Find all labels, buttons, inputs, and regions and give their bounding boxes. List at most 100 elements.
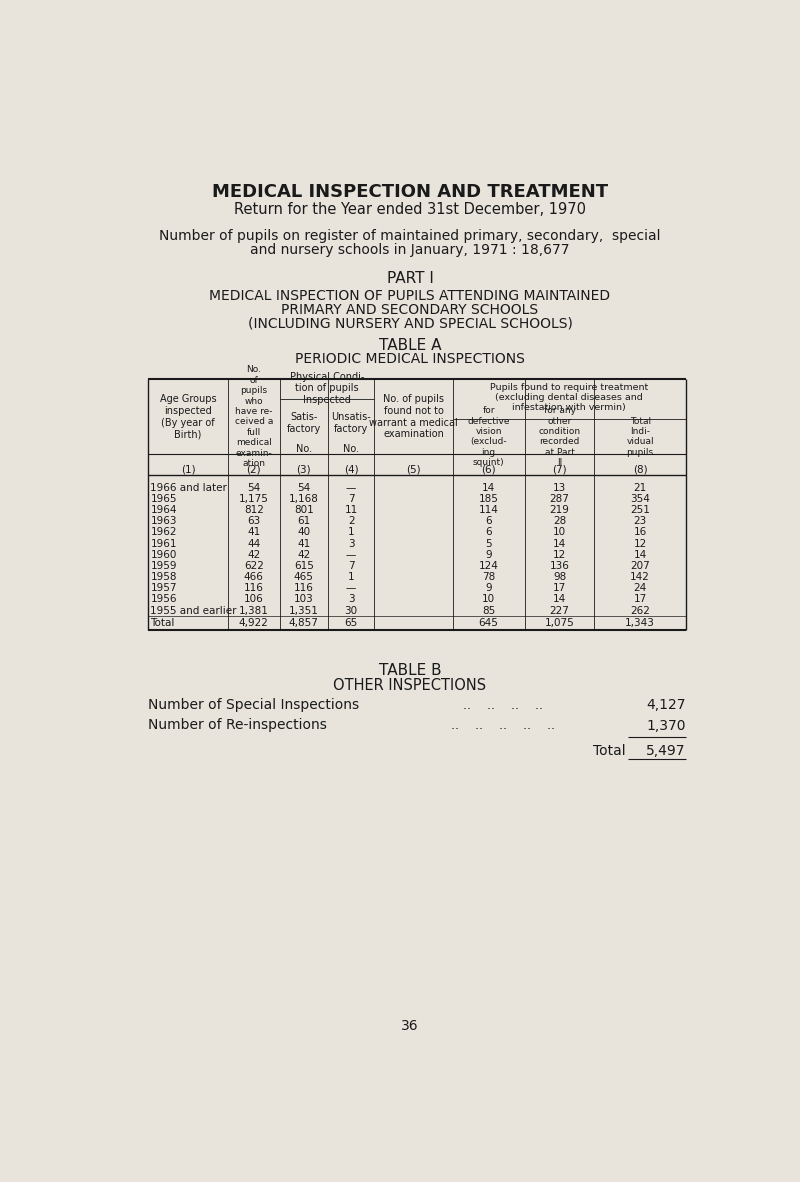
Text: 98: 98 bbox=[553, 572, 566, 582]
Text: 4,127: 4,127 bbox=[646, 699, 686, 713]
Text: 1,343: 1,343 bbox=[626, 618, 655, 628]
Text: 12: 12 bbox=[553, 550, 566, 560]
Text: 54: 54 bbox=[298, 482, 310, 493]
Text: 17: 17 bbox=[634, 595, 647, 604]
Text: 1955 and earlier: 1955 and earlier bbox=[150, 605, 237, 616]
Text: PART I: PART I bbox=[386, 272, 434, 286]
Text: MEDICAL INSPECTION OF PUPILS ATTENDING MAINTAINED: MEDICAL INSPECTION OF PUPILS ATTENDING M… bbox=[210, 288, 610, 303]
Text: 7: 7 bbox=[348, 494, 354, 504]
Text: 227: 227 bbox=[550, 605, 570, 616]
Text: 2: 2 bbox=[348, 517, 354, 526]
Text: 622: 622 bbox=[244, 561, 264, 571]
Text: 3: 3 bbox=[348, 539, 354, 548]
Text: No.: No. bbox=[343, 444, 359, 454]
Text: MEDICAL INSPECTION AND TREATMENT: MEDICAL INSPECTION AND TREATMENT bbox=[212, 183, 608, 201]
Text: 615: 615 bbox=[294, 561, 314, 571]
Text: 645: 645 bbox=[478, 618, 498, 628]
Text: 14: 14 bbox=[553, 539, 566, 548]
Text: Number of Special Inspections: Number of Special Inspections bbox=[148, 699, 359, 713]
Text: 1,370: 1,370 bbox=[646, 719, 686, 733]
Text: 1,381: 1,381 bbox=[239, 605, 269, 616]
Text: 36: 36 bbox=[401, 1019, 419, 1033]
Text: 61: 61 bbox=[298, 517, 310, 526]
Text: 4,922: 4,922 bbox=[239, 618, 269, 628]
Text: 466: 466 bbox=[244, 572, 264, 582]
Text: 1956: 1956 bbox=[150, 595, 177, 604]
Text: 21: 21 bbox=[634, 482, 647, 493]
Text: 185: 185 bbox=[478, 494, 498, 504]
Text: 116: 116 bbox=[294, 583, 314, 593]
Text: 6: 6 bbox=[486, 517, 492, 526]
Text: 136: 136 bbox=[550, 561, 570, 571]
Text: 16: 16 bbox=[634, 527, 647, 538]
Text: 287: 287 bbox=[550, 494, 570, 504]
Text: Return for the Year ended 31st December, 1970: Return for the Year ended 31st December,… bbox=[234, 202, 586, 217]
Text: 41: 41 bbox=[247, 527, 261, 538]
Text: 44: 44 bbox=[247, 539, 261, 548]
Text: (3): (3) bbox=[297, 465, 311, 474]
Text: 14: 14 bbox=[634, 550, 647, 560]
Text: (8): (8) bbox=[633, 465, 647, 474]
Text: 812: 812 bbox=[244, 505, 264, 515]
Text: (4): (4) bbox=[344, 465, 358, 474]
Text: (INCLUDING NURSERY AND SPECIAL SCHOOLS): (INCLUDING NURSERY AND SPECIAL SCHOOLS) bbox=[247, 317, 573, 331]
Text: 142: 142 bbox=[630, 572, 650, 582]
Text: 28: 28 bbox=[553, 517, 566, 526]
Text: 1958: 1958 bbox=[150, 572, 177, 582]
Text: 54: 54 bbox=[247, 482, 261, 493]
Text: 354: 354 bbox=[630, 494, 650, 504]
Text: 65: 65 bbox=[345, 618, 358, 628]
Text: 124: 124 bbox=[478, 561, 498, 571]
Text: 3: 3 bbox=[348, 595, 354, 604]
Text: TABLE B: TABLE B bbox=[378, 663, 442, 677]
Text: 9: 9 bbox=[486, 550, 492, 560]
Text: 30: 30 bbox=[345, 605, 358, 616]
Text: Physical Condi-
tion of pupils
Inspected: Physical Condi- tion of pupils Inspected bbox=[290, 371, 364, 405]
Text: No. of pupils
found not to
warrant a medical
examination: No. of pupils found not to warrant a med… bbox=[369, 395, 458, 440]
Text: 9: 9 bbox=[486, 583, 492, 593]
Text: 1962: 1962 bbox=[150, 527, 177, 538]
Text: 116: 116 bbox=[244, 583, 264, 593]
Text: 1960: 1960 bbox=[150, 550, 177, 560]
Text: Number of Re-inspections: Number of Re-inspections bbox=[148, 719, 327, 733]
Text: ..    ..    ..    ..: .. .. .. .. bbox=[463, 699, 543, 712]
Text: 4,857: 4,857 bbox=[289, 618, 318, 628]
Text: 251: 251 bbox=[630, 505, 650, 515]
Text: 801: 801 bbox=[294, 505, 314, 515]
Text: 106: 106 bbox=[244, 595, 264, 604]
Text: (2): (2) bbox=[246, 465, 261, 474]
Text: 63: 63 bbox=[247, 517, 261, 526]
Text: Number of pupils on register of maintained primary, secondary,  special: Number of pupils on register of maintain… bbox=[159, 229, 661, 242]
Text: 13: 13 bbox=[553, 482, 566, 493]
Text: 42: 42 bbox=[298, 550, 310, 560]
Text: —: — bbox=[346, 550, 356, 560]
Text: 5,497: 5,497 bbox=[646, 743, 686, 758]
Text: OTHER INSPECTIONS: OTHER INSPECTIONS bbox=[334, 678, 486, 693]
Text: for any
other
condition
recorded
at Part
II: for any other condition recorded at Part… bbox=[538, 407, 581, 467]
Text: 24: 24 bbox=[634, 583, 647, 593]
Text: —: — bbox=[346, 583, 356, 593]
Text: —: — bbox=[346, 482, 356, 493]
Text: 6: 6 bbox=[486, 527, 492, 538]
Text: 12: 12 bbox=[634, 539, 647, 548]
Text: 103: 103 bbox=[294, 595, 314, 604]
Text: (1): (1) bbox=[181, 465, 195, 474]
Text: (5): (5) bbox=[406, 465, 421, 474]
Text: 262: 262 bbox=[630, 605, 650, 616]
Text: 42: 42 bbox=[247, 550, 261, 560]
Text: (7): (7) bbox=[552, 465, 567, 474]
Text: 114: 114 bbox=[478, 505, 498, 515]
Text: PERIODIC MEDICAL INSPECTIONS: PERIODIC MEDICAL INSPECTIONS bbox=[295, 352, 525, 366]
Text: 1,075: 1,075 bbox=[545, 618, 574, 628]
Text: Total
Indi-
vidual
pupils: Total Indi- vidual pupils bbox=[626, 416, 654, 457]
Text: 1966 and later: 1966 and later bbox=[150, 482, 227, 493]
Text: 85: 85 bbox=[482, 605, 495, 616]
Text: 17: 17 bbox=[553, 583, 566, 593]
Text: and nursery schools in January, 1971 : 18,677: and nursery schools in January, 1971 : 1… bbox=[250, 242, 570, 256]
Text: 10: 10 bbox=[482, 595, 495, 604]
Text: 40: 40 bbox=[298, 527, 310, 538]
Text: 1: 1 bbox=[348, 572, 354, 582]
Text: 7: 7 bbox=[348, 561, 354, 571]
Text: 11: 11 bbox=[345, 505, 358, 515]
Text: 14: 14 bbox=[482, 482, 495, 493]
